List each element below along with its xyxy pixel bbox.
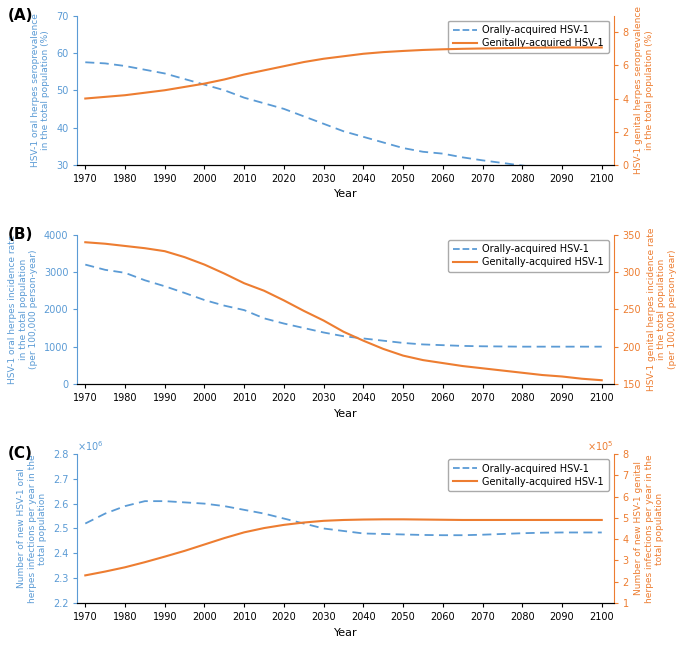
- X-axis label: Year: Year: [334, 189, 358, 200]
- X-axis label: Year: Year: [334, 408, 358, 419]
- X-axis label: Year: Year: [334, 628, 358, 638]
- Y-axis label: HSV-1 oral herpes incidence rate
in the total population
(per 100,000 person-yea: HSV-1 oral herpes incidence rate in the …: [8, 234, 38, 384]
- Y-axis label: HSV-1 genital herpes incidence rate
in the total population
(per 100,000 person-: HSV-1 genital herpes incidence rate in t…: [647, 227, 677, 391]
- Text: (C): (C): [8, 446, 32, 461]
- Text: (A): (A): [8, 8, 33, 23]
- Y-axis label: Number of new HSV-1 oral
herpes infections per year in the
total population: Number of new HSV-1 oral herpes infectio…: [17, 454, 47, 603]
- Y-axis label: HSV-1 genital herpes seroprevalence
in the total population (%): HSV-1 genital herpes seroprevalence in t…: [634, 6, 654, 174]
- Legend: Orally-acquired HSV-1, Genitally-acquired HSV-1: Orally-acquired HSV-1, Genitally-acquire…: [448, 459, 609, 492]
- Y-axis label: Number of new HSV-1 genital
herpes infections per year in the
total population: Number of new HSV-1 genital herpes infec…: [634, 454, 664, 603]
- Text: $\times10^{5}$: $\times10^{5}$: [587, 439, 614, 453]
- Text: (B): (B): [8, 227, 33, 242]
- Legend: Orally-acquired HSV-1, Genitally-acquired HSV-1: Orally-acquired HSV-1, Genitally-acquire…: [448, 21, 609, 53]
- Text: $\times10^{6}$: $\times10^{6}$: [77, 439, 104, 453]
- Y-axis label: HSV-1 oral herpes seroprevalence
in the total population (%): HSV-1 oral herpes seroprevalence in the …: [31, 14, 51, 167]
- Legend: Orally-acquired HSV-1, Genitally-acquired HSV-1: Orally-acquired HSV-1, Genitally-acquire…: [448, 240, 609, 272]
